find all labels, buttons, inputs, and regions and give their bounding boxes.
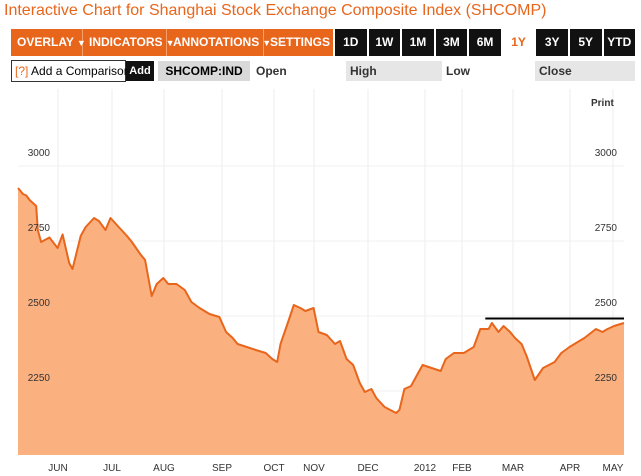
page-title: Interactive Chart for Shanghai Stock Exc… (4, 2, 547, 19)
range-1y-button[interactable]: 1Y (502, 29, 535, 56)
range-1m-button[interactable]: 1M (402, 29, 434, 56)
price-chart[interactable]: 2250 2250 2500 2500 2750 2750 3000 3000 JUN JUL AU… (0, 84, 641, 476)
chevron-down-icon: ▼ (165, 38, 175, 48)
quote-bar: [?] Add a Comparison Add SHCOMP:IND Open… (11, 60, 635, 82)
chevron-down-icon: ▼ (76, 38, 86, 48)
series-line (17, 187, 625, 414)
overlay-menu[interactable]: OVERLAY ▼ (11, 29, 86, 56)
add-comparison-input[interactable]: [?] Add a Comparison (11, 60, 130, 82)
chart-area: 2250 2250 2500 2500 2750 2750 3000 3000 JUN JUL AU… (0, 84, 641, 476)
range-5y-button[interactable]: 5Y (569, 29, 602, 56)
y-tick-label-left: 3000 (28, 148, 51, 159)
y-tick-label-right: 2250 (595, 373, 618, 384)
series-area (18, 188, 624, 455)
range-3y-button[interactable]: 3Y (536, 29, 568, 56)
settings-menu-label: SETTINGS (270, 35, 331, 49)
range-6m-button[interactable]: 6M (469, 29, 501, 56)
y-tick-label-left: 2500 (28, 298, 51, 309)
x-tick-label: DEC (357, 463, 378, 474)
range-1w-button[interactable]: 1W (368, 29, 401, 56)
overlay-menu-label: OVERLAY (17, 35, 74, 49)
x-tick-label: JUL (103, 463, 121, 474)
y-tick-label-left: 2750 (28, 223, 51, 234)
y-tick-label-right: 2500 (595, 298, 618, 309)
range-ytd-button[interactable]: YTD (603, 29, 636, 56)
symbol-label: SHCOMP:IND (158, 61, 250, 81)
add-comparison-placeholder: Add a Comparison (31, 64, 131, 78)
low-label: Low (446, 64, 470, 78)
open-label: Open (256, 64, 287, 78)
print-link[interactable]: Print (591, 98, 614, 109)
x-tick-label: SEP (212, 463, 232, 474)
close-label: Close (535, 61, 635, 81)
y-tick-label-right: 3000 (595, 148, 618, 159)
settings-menu[interactable]: SETTINGS▼ (264, 29, 342, 56)
x-tick-label: AUG (153, 463, 175, 474)
x-tick-label: MAY (603, 463, 624, 474)
x-tick-label: APR (560, 463, 581, 474)
x-tick-label: 2012 (414, 463, 437, 474)
high-label: High (346, 61, 442, 81)
add-comparison-button[interactable]: Add (126, 61, 154, 81)
help-icon[interactable]: [?] (15, 64, 29, 78)
menu-group: OVERLAY ▼ INDICATORS ▼ ANNOTATIONS ▼ SETTIN… (11, 29, 342, 56)
x-tick-label: MAR (502, 463, 524, 474)
chevron-down-icon: ▼ (262, 38, 272, 48)
range-selector: 1D 1W 1M 3M 6M 1Y 3Y 5Y YTD (333, 29, 636, 56)
x-tick-label: OCT (263, 463, 284, 474)
chart-toolbar: OVERLAY ▼ INDICATORS ▼ ANNOTATIONS ▼ SETTIN… (11, 29, 636, 56)
y-tick-label-left: 2250 (28, 373, 51, 384)
x-tick-label: NOV (303, 463, 325, 474)
y-tick-label-right: 2750 (595, 223, 618, 234)
x-tick-label: JUN (48, 463, 67, 474)
range-3m-button[interactable]: 3M (435, 29, 468, 56)
range-1d-button[interactable]: 1D (335, 29, 367, 56)
indicators-menu-label: INDICATORS (89, 35, 163, 49)
indicators-menu[interactable]: INDICATORS ▼ (83, 29, 174, 56)
annotations-menu[interactable]: ANNOTATIONS ▼ (167, 29, 271, 56)
annotations-menu-label: ANNOTATIONS (173, 35, 260, 49)
x-tick-label: FEB (452, 463, 472, 474)
